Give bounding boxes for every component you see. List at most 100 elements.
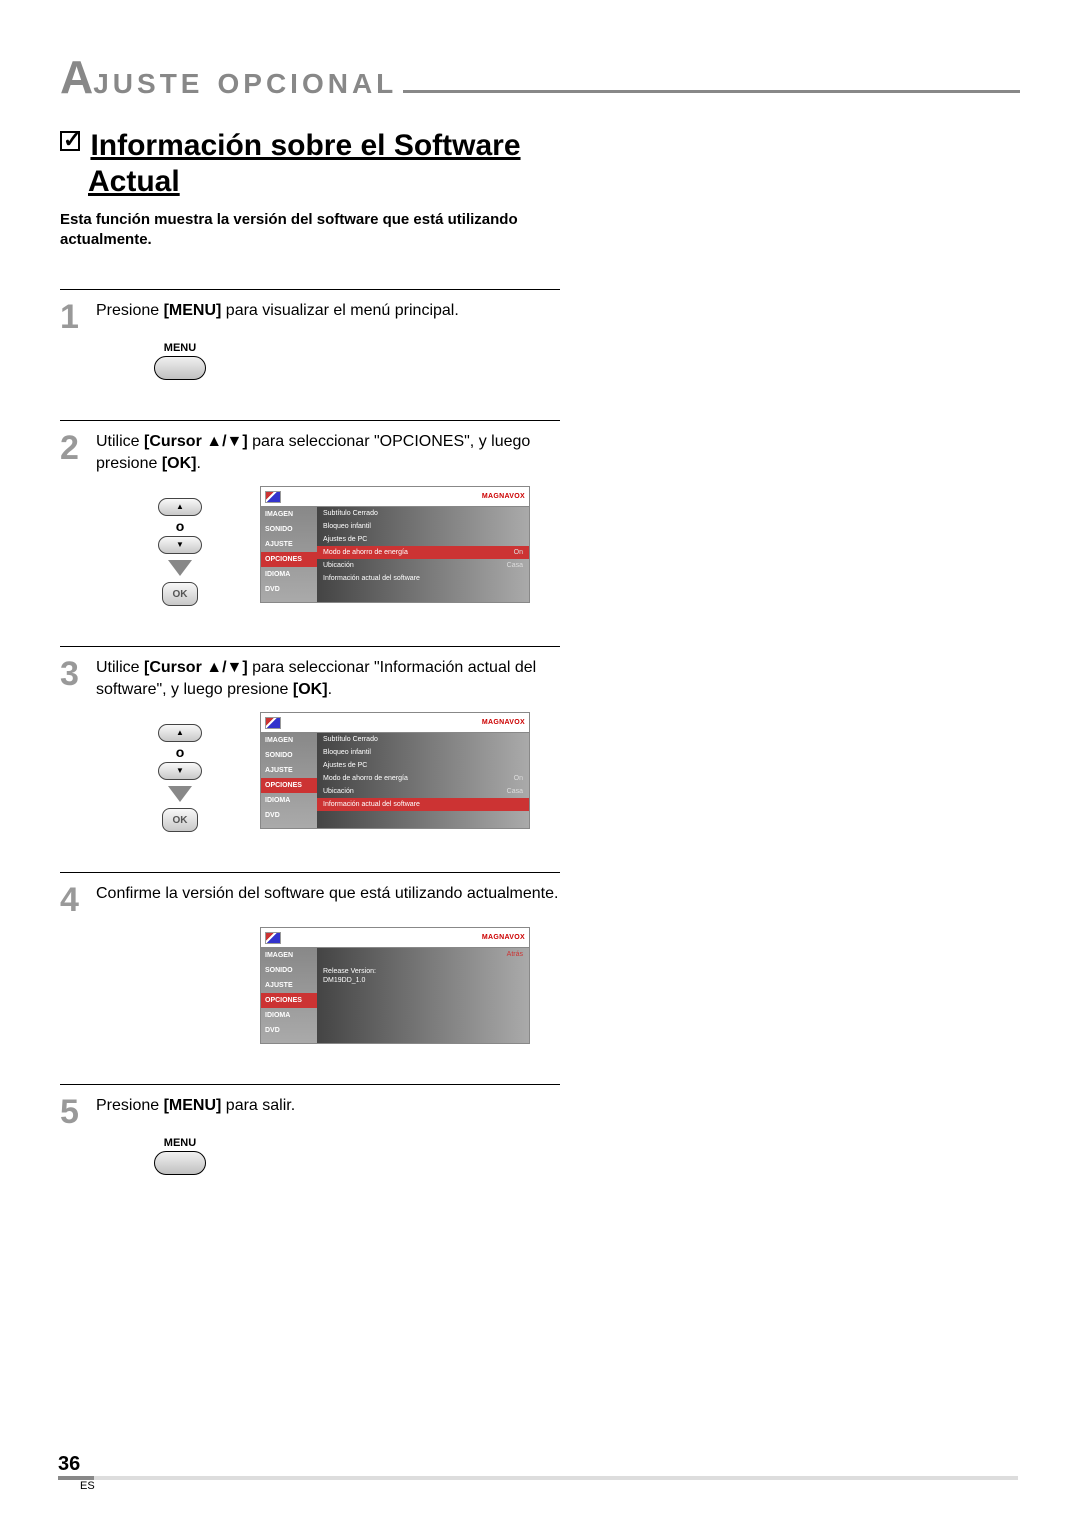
page-number: 36 <box>58 1453 1018 1476</box>
osd-side-item: DVD <box>261 808 317 823</box>
step-text: Confirme la versión del software que est… <box>96 883 558 905</box>
osd-side-item: IMAGEN <box>261 733 317 748</box>
section-title-line1: Información sobre el Software <box>90 129 520 162</box>
osd-row: Bloqueo infantil <box>317 520 529 533</box>
key-ok: [OK] <box>162 455 197 472</box>
dpad-up-icon: ▲ <box>158 498 202 516</box>
step-1: 1 Presione [MENU] para visualizar el men… <box>60 289 560 380</box>
step-text-pre: Presione <box>96 302 164 319</box>
osd-main-panel: Atrás Release Version: DM19DD_1.0 <box>317 948 529 1043</box>
osd-main-panel: Subtítulo Cerrado Bloqueo infantil Ajust… <box>317 733 529 828</box>
osd-screenshot-infosoftware: MAGNAVOX IMAGEN SONIDO AJUSTE OPCIONES I… <box>260 712 530 829</box>
menu-button-label: MENU <box>150 1137 210 1149</box>
arrow-down-icon <box>168 786 192 802</box>
dpad-o-label: o <box>140 518 220 534</box>
step-text-pre: Utilice <box>96 433 144 450</box>
header-rule <box>403 90 1020 93</box>
osd-row: Subtítulo Cerrado <box>317 733 529 746</box>
osd-side-item: IDIOMA <box>261 567 317 582</box>
osd-header: MAGNAVOX <box>261 928 529 948</box>
osd-side-item: DVD <box>261 582 317 597</box>
arrow-down-icon <box>168 560 192 576</box>
step-number: 2 <box>60 431 86 465</box>
osd-side-item-selected: OPCIONES <box>261 778 317 793</box>
osd-back-label: Atrás <box>317 948 529 961</box>
brand-name: MAGNAVOX <box>482 493 525 500</box>
step-text-pre: Presione <box>96 1097 164 1114</box>
dpad-down-icon: ▼ <box>158 762 202 780</box>
remote-dpad-illustration: ▲ o ▼ OK <box>140 498 220 606</box>
section-title-block: Información sobre el Software Actual <box>60 128 1020 200</box>
menu-button-illustration: MENU <box>150 1137 210 1175</box>
step-2: 2 Utilice [Cursor ▲/▼] para seleccionar … <box>60 420 560 606</box>
dpad-o-label: o <box>140 744 220 760</box>
page-header: A JUSTE OPCIONAL <box>60 50 1020 108</box>
osd-side-item: AJUSTE <box>261 537 317 552</box>
key-cursor: [Cursor ▲/▼] <box>144 659 248 676</box>
osd-side-item-selected: OPCIONES <box>261 993 317 1008</box>
step-number: 4 <box>60 883 86 917</box>
key-menu: [MENU] <box>164 1097 222 1114</box>
osd-row: Ajustes de PC <box>317 759 529 772</box>
osd-row: UbicaciónCasa <box>317 559 529 572</box>
step-text: Presione [MENU] para visualizar el menú … <box>96 300 459 322</box>
osd-sidebar: IMAGEN SONIDO AJUSTE OPCIONES IDIOMA DVD <box>261 948 317 1043</box>
header-word-1: JUSTE <box>93 68 203 100</box>
header-big-letter: A <box>60 50 93 104</box>
osd-row: Ajustes de PC <box>317 533 529 546</box>
ok-button-icon: OK <box>162 808 198 832</box>
osd-screenshot-version: MAGNAVOX IMAGEN SONIDO AJUSTE OPCIONES I… <box>260 927 530 1044</box>
key-menu: [MENU] <box>164 302 222 319</box>
osd-side-item: AJUSTE <box>261 978 317 993</box>
osd-header: MAGNAVOX <box>261 487 529 507</box>
osd-header: MAGNAVOX <box>261 713 529 733</box>
brand-logo-icon <box>265 491 281 503</box>
remote-dpad-illustration: ▲ o ▼ OK <box>140 724 220 832</box>
step-number: 1 <box>60 300 86 334</box>
step-text-post: para visualizar el menú principal. <box>221 302 458 319</box>
menu-button-icon <box>154 1151 206 1175</box>
step-text-pre: Utilice <box>96 659 144 676</box>
step-5: 5 Presione [MENU] para salir. MENU <box>60 1084 560 1175</box>
menu-button-label: MENU <box>150 342 210 354</box>
checkbox-icon <box>60 131 80 151</box>
osd-version-info: Release Version: DM19DD_1.0 <box>317 961 529 991</box>
menu-button-illustration: MENU <box>150 342 210 380</box>
dpad-down-icon: ▼ <box>158 536 202 554</box>
osd-side-item: DVD <box>261 1023 317 1038</box>
step-text: Utilice [Cursor ▲/▼] para seleccionar "I… <box>96 657 560 700</box>
page-footer: 36 ES <box>58 1453 1018 1492</box>
step-divider <box>60 646 560 647</box>
step-text-post: para salir. <box>221 1097 295 1114</box>
osd-side-item: IDIOMA <box>261 793 317 808</box>
brand-name: MAGNAVOX <box>482 719 525 726</box>
header-word-2: OPCIONAL <box>217 68 397 100</box>
osd-screenshot-opciones: MAGNAVOX IMAGEN SONIDO AJUSTE OPCIONES I… <box>260 486 530 603</box>
osd-row-selected: Información actual del software <box>317 798 529 811</box>
osd-side-item: IMAGEN <box>261 507 317 522</box>
osd-side-item: AJUSTE <box>261 763 317 778</box>
osd-sidebar: IMAGEN SONIDO AJUSTE OPCIONES IDIOMA DVD <box>261 733 317 828</box>
step-text: Presione [MENU] para salir. <box>96 1095 295 1117</box>
step-text: Utilice [Cursor ▲/▼] para seleccionar "O… <box>96 431 560 474</box>
version-label: Release Version: <box>323 968 376 975</box>
brand-logo-icon <box>265 717 281 729</box>
step-3: 3 Utilice [Cursor ▲/▼] para seleccionar … <box>60 646 560 832</box>
osd-row: Información actual del software <box>317 572 529 585</box>
osd-row: Subtítulo Cerrado <box>317 507 529 520</box>
step-divider <box>60 420 560 421</box>
step-text-post2: . <box>328 681 332 698</box>
ok-button-icon: OK <box>162 582 198 606</box>
menu-button-icon <box>154 356 206 380</box>
osd-main-panel: Subtítulo Cerrado Bloqueo infantil Ajust… <box>317 507 529 602</box>
dpad-up-icon: ▲ <box>158 724 202 742</box>
osd-side-item: IDIOMA <box>261 1008 317 1023</box>
footer-rule-light <box>94 1476 1018 1480</box>
page-language: ES <box>80 1480 1018 1492</box>
step-text-post2: . <box>196 455 200 472</box>
step-4: 4 Confirme la versión del software que e… <box>60 872 560 1044</box>
section-description: Esta función muestra la versión del soft… <box>60 210 550 249</box>
section-title-line2: Actual <box>88 165 180 198</box>
key-cursor: [Cursor ▲/▼] <box>144 433 248 450</box>
osd-side-item: IMAGEN <box>261 948 317 963</box>
